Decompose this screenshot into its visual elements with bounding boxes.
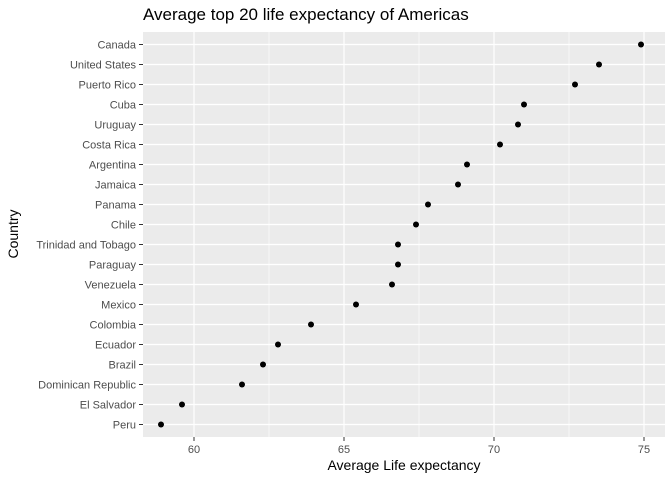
data-point [395,261,401,268]
y-tick-label: Chile [111,220,136,232]
data-point [179,401,185,408]
y-tick-label: Panama [95,200,137,212]
y-tick-label: El Salvador [80,400,137,412]
data-point [275,341,281,348]
y-tick-label: Jamaica [95,180,137,192]
y-tick-label: Uruguay [94,120,136,132]
data-point [425,201,431,208]
y-tick-label: Costa Rica [82,140,137,152]
x-tick-label: 65 [338,444,350,456]
x-tick-label: 70 [488,444,500,456]
data-point [638,41,644,48]
y-tick-label: Canada [97,40,136,52]
y-axis-title: Country [5,209,21,258]
y-tick-label: Peru [113,420,136,432]
x-axis-title: Average Life expectancy [327,457,480,473]
x-tick-label: 75 [638,444,650,456]
y-tick-label: Cuba [110,100,137,112]
data-point [464,161,470,168]
data-point [158,421,164,428]
data-point [497,141,503,148]
data-point [596,61,602,68]
data-point [395,241,401,248]
data-point [389,281,395,288]
y-tick-label: United States [70,60,137,72]
plot-panel [143,32,665,437]
y-tick-label: Ecuador [95,340,136,352]
data-point [413,221,419,228]
y-tick-label: Mexico [101,300,136,312]
data-points [158,41,644,428]
y-tick-label: Puerto Rico [79,80,136,92]
data-point [353,301,359,308]
y-axis: Canada United States Puerto Rico Cuba Urugua… [36,40,143,432]
data-point [572,81,578,88]
data-point [515,121,521,128]
data-point [239,381,245,388]
y-tick-label: Brazil [108,360,136,372]
y-tick-label: Trinidad and Tobago [36,240,136,252]
data-point [521,101,527,108]
y-tick-label: Paraguay [89,260,137,272]
chart-title: Average top 20 life expectancy of Americ… [143,5,469,24]
data-point [260,361,266,368]
y-tick-label: Dominican Republic [38,380,136,392]
grid-lines [143,32,665,437]
data-point [455,181,461,188]
data-point [308,321,314,328]
y-tick-label: Colombia [90,320,137,332]
y-tick-label: Argentina [89,160,137,172]
x-axis: 60 65 70 75 [188,437,650,456]
y-tick-label: Venezuela [85,280,137,292]
x-tick-label: 60 [188,444,200,456]
